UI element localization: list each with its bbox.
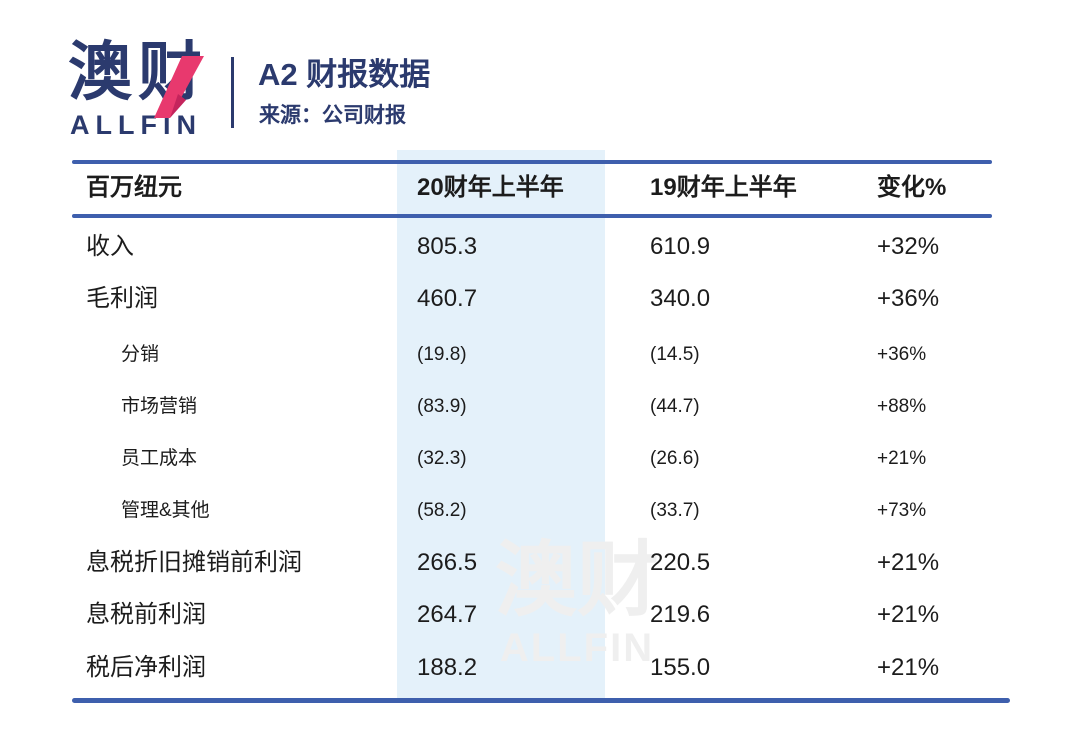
cell-fy20: 266.5 xyxy=(417,549,478,576)
header-cell-change: 变化% xyxy=(877,174,947,201)
row-label: 息税折旧摊销前利润 xyxy=(86,549,302,576)
cell-fy20: (32.3) xyxy=(417,448,467,469)
row-label: 收入 xyxy=(86,233,134,260)
brand-logo-pink-accent-icon xyxy=(154,56,204,118)
source-label: 来源：公司财报 xyxy=(259,104,406,127)
table-row-marketing: 市场营销 (83.9) (44.7) +88% xyxy=(72,387,992,427)
cell-change: +88% xyxy=(877,396,927,417)
row-label: 息税前利润 xyxy=(86,601,206,628)
cell-change: +21% xyxy=(877,549,940,576)
cell-fy19: (14.5) xyxy=(650,344,700,365)
table-rule-header-bottom xyxy=(72,214,992,218)
table-rule-top xyxy=(72,160,992,164)
table-row-admin-other: 管理&其他 (58.2) (33.7) +73% xyxy=(72,491,992,531)
cell-fy20: 188.2 xyxy=(417,654,478,681)
cell-fy20: 460.7 xyxy=(417,285,478,312)
cell-fy20: (83.9) xyxy=(417,396,467,417)
header-cell-fy19-h1: 19财年上半年 xyxy=(650,174,797,201)
table-row-staff-cost: 员工成本 (32.3) (26.6) +21% xyxy=(72,439,992,479)
table-row-gross-profit: 毛利润 460.7 340.0 +36% xyxy=(72,279,992,319)
page-title: A2 财报数据 xyxy=(258,57,431,92)
cell-fy19: 340.0 xyxy=(650,285,711,312)
row-label: 毛利润 xyxy=(86,285,158,312)
cell-fy20: (19.8) xyxy=(417,344,467,365)
row-label: 管理&其他 xyxy=(121,500,210,521)
header-cell-fy20-h1: 20财年上半年 xyxy=(417,174,564,201)
cell-change: +32% xyxy=(877,233,940,260)
table-row-ebitda: 息税折旧摊销前利润 266.5 220.5 +21% xyxy=(72,543,992,583)
row-label: 分销 xyxy=(121,344,160,365)
highlight-column-fy20 xyxy=(397,150,605,698)
header-cell-unit: 百万纽元 xyxy=(86,174,182,201)
table-rule-bottom xyxy=(72,698,1010,703)
row-label: 市场营销 xyxy=(121,396,198,417)
table-row-distribution: 分销 (19.8) (14.5) +36% xyxy=(72,335,992,375)
cell-change: +36% xyxy=(877,344,927,365)
cell-change: +36% xyxy=(877,285,940,312)
table-row-revenue: 收入 805.3 610.9 +32% xyxy=(72,227,992,267)
table-row-ebit: 息税前利润 264.7 219.6 +21% xyxy=(72,595,992,635)
cell-change: +21% xyxy=(877,448,927,469)
cell-fy19: (26.6) xyxy=(650,448,700,469)
cell-change: +73% xyxy=(877,500,927,521)
row-label: 员工成本 xyxy=(121,448,198,469)
cell-change: +21% xyxy=(877,601,940,628)
header-divider xyxy=(231,57,234,128)
table-header-row: 百万纽元 20财年上半年 19财年上半年 变化% xyxy=(72,168,992,208)
cell-fy20: (58.2) xyxy=(417,500,467,521)
cell-fy19: 219.6 xyxy=(650,601,711,628)
cell-fy20: 264.7 xyxy=(417,601,478,628)
brand-logo-en: ALLFIN xyxy=(70,110,202,140)
cell-change: +21% xyxy=(877,654,940,681)
table-row-net-profit-after-tax: 税后净利润 188.2 155.0 +21% xyxy=(72,648,992,688)
cell-fy19: (44.7) xyxy=(650,396,700,417)
financial-table: 澳财 ALLFIN 百万纽元 20财年上半年 19财年上半年 变化% 收入 80… xyxy=(72,150,1010,720)
cell-fy20: 805.3 xyxy=(417,233,478,260)
cell-fy19: (33.7) xyxy=(650,500,700,521)
row-label: 税后净利润 xyxy=(86,654,206,681)
cell-fy19: 155.0 xyxy=(650,654,711,681)
cell-fy19: 220.5 xyxy=(650,549,711,576)
cell-fy19: 610.9 xyxy=(650,233,711,260)
